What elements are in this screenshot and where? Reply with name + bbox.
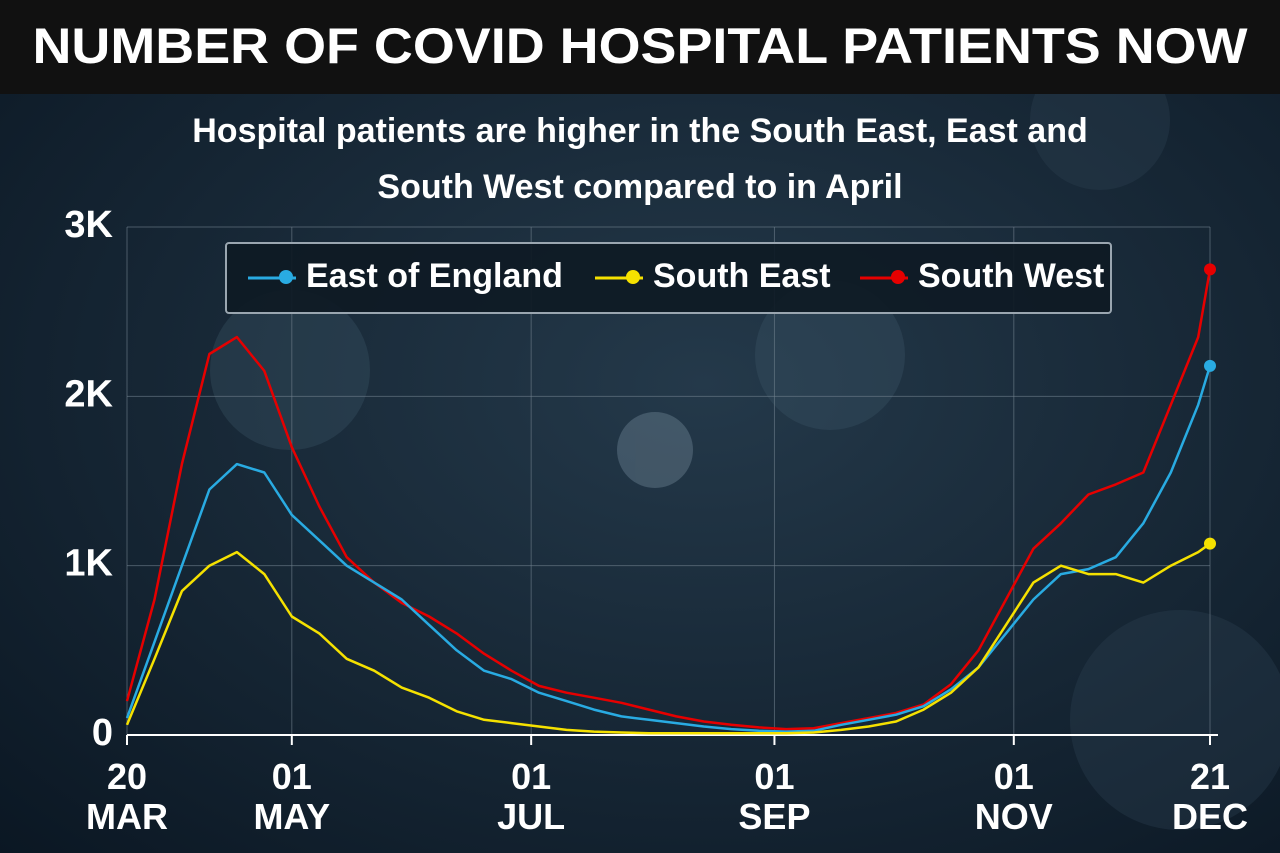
series-line <box>125 365 1212 733</box>
y-tick-label: 1K <box>64 543 113 585</box>
y-tick-label: 0 <box>92 712 113 754</box>
series-line <box>125 269 1212 731</box>
x-tick-label: 01 SEP <box>738 756 810 837</box>
y-tick-label: 2K <box>64 373 113 415</box>
y-tick-label: 3K <box>64 204 113 246</box>
legend-label: South East <box>653 257 831 295</box>
end-dot <box>1204 359 1216 372</box>
x-tick-label: 21 DEC <box>1172 756 1248 837</box>
chart-subtitle: Hospital patients are higher in the Sout… <box>192 112 1088 206</box>
x-tick-label: 01 NOV <box>975 756 1053 837</box>
end-dot <box>1204 263 1216 276</box>
x-tick-label: 01 MAY <box>253 756 330 837</box>
x-tick-label: 20 MAR <box>86 756 168 837</box>
legend-label: East of England <box>306 257 563 295</box>
end-dot <box>1204 537 1216 550</box>
series-line <box>125 542 1211 735</box>
legend-label: South West <box>918 257 1104 295</box>
legend-marker-dot <box>279 270 293 284</box>
chart-title: NUMBER OF COVID HOSPITAL PATIENTS NOW <box>33 18 1249 74</box>
legend-marker-dot <box>891 270 905 284</box>
x-tick-label: 01 JUL <box>497 756 565 837</box>
legend-marker-dot <box>626 270 640 284</box>
title-bar <box>0 0 1280 94</box>
legend-box <box>225 242 1112 314</box>
